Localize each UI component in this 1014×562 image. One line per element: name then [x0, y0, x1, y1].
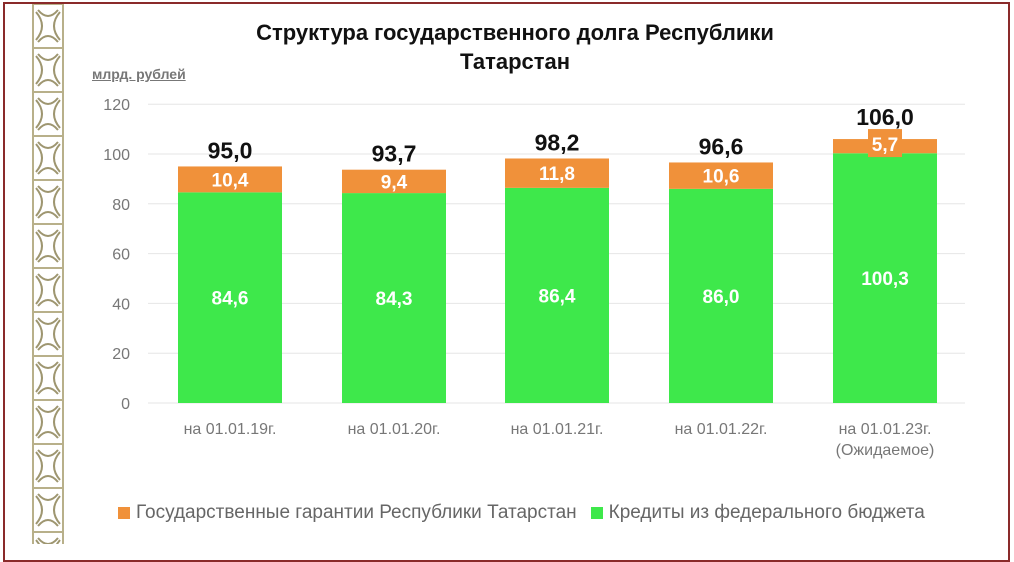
ornament-border: [30, 4, 66, 544]
legend-item-federal-loans: Кредиты из федерального бюджета: [590, 502, 925, 524]
data-label: 5,7: [872, 135, 898, 156]
data-label: 100,3: [861, 269, 909, 290]
data-label: 84,3: [376, 289, 413, 310]
y-tick-label: 20: [112, 346, 130, 363]
title-line-2: Татарстан: [459, 49, 571, 74]
bar-chart: 0 20 40 60 80 100 120 84,6 10,4 95,0 на 01.01.19г.…: [103, 97, 965, 459]
legend-label: Кредиты из федерального бюджета: [608, 502, 925, 523]
bar-segment-guarantees: [669, 162, 773, 189]
bar-segment-federal-loans: [669, 188, 773, 403]
x-tick-label: на 01.01.19г.: [184, 421, 277, 438]
bar-segment-guarantees: [178, 166, 282, 193]
title-line-1: Структура государственного долга Республ…: [256, 20, 774, 45]
total-label: 106,0: [856, 104, 914, 130]
x-tick-label: на 01.01.20г.: [348, 421, 441, 438]
y-tick-label: 0: [121, 396, 130, 413]
legend-item-guarantees: Государственные гарантии Республики Тата…: [118, 502, 577, 524]
data-label: 86,0: [703, 287, 740, 308]
bar-segment-federal-loans: [833, 153, 937, 403]
data-label: 84,6: [212, 289, 249, 310]
y-tick-label: 100: [103, 147, 130, 164]
data-label: 11,8: [539, 164, 575, 185]
x-tick-label: на 01.01.21г.: [511, 421, 604, 438]
x-tick-label: на 01.01.23г.: [839, 421, 932, 438]
x-tick-label: (Ожидаемое): [836, 442, 935, 459]
total-label: 98,2: [535, 129, 580, 155]
legend-swatch-orange: [118, 507, 130, 519]
data-label-background: [868, 129, 902, 158]
bar-segment-federal-loans: [342, 193, 446, 403]
legend: Государственные гарантии Республики Тата…: [118, 502, 925, 524]
total-label: 93,7: [372, 141, 417, 167]
data-label: 10,6: [703, 167, 740, 188]
data-label: 86,4: [539, 286, 576, 307]
data-label: 10,4: [212, 170, 249, 191]
bar-segment-guarantees: [342, 169, 446, 194]
data-label: 9,4: [381, 172, 408, 193]
bar-segment-guarantees: [505, 158, 609, 188]
y-tick-label: 40: [112, 296, 130, 313]
legend-label: Государственные гарантии Республики Тата…: [136, 502, 577, 523]
bar-segment-federal-loans: [505, 187, 609, 403]
y-axis-unit-label: млрд. рублей: [92, 66, 186, 82]
y-tick-label: 80: [112, 197, 130, 214]
total-label: 95,0: [208, 137, 253, 163]
total-label: 96,6: [699, 133, 744, 159]
bar-segment-federal-loans: [178, 192, 282, 403]
x-tick-label: на 01.01.22г.: [675, 421, 768, 438]
y-tick-label: 60: [112, 247, 130, 264]
chart-title: Структура государственного долга Республ…: [200, 18, 830, 76]
legend-swatch-green: [590, 507, 603, 519]
y-tick-label: 120: [103, 97, 130, 114]
